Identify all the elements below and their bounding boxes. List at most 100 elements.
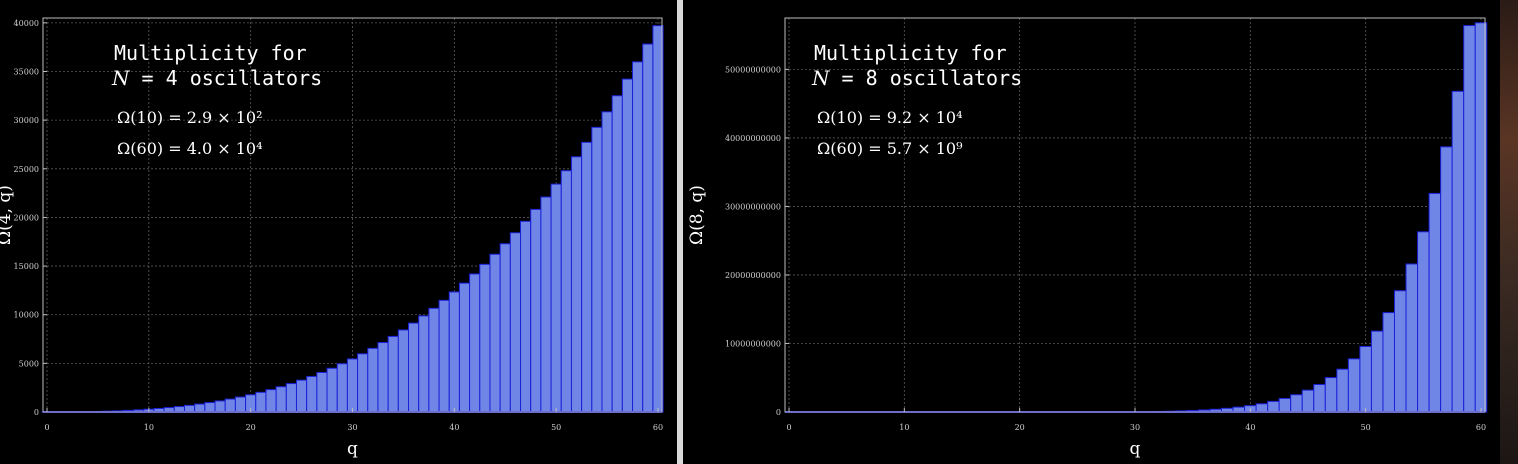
bar [570, 156, 583, 413]
bar [1463, 25, 1476, 413]
x-tick-label: 40 [1245, 423, 1255, 432]
bar [408, 322, 420, 413]
bar [479, 263, 491, 413]
x-tick-label: 60 [1476, 423, 1486, 432]
bar [1394, 290, 1407, 413]
bar [1347, 358, 1361, 413]
bar [540, 196, 552, 413]
x-tick-label: 0 [44, 423, 49, 432]
bar [397, 329, 410, 413]
bar [458, 282, 471, 413]
background-edge [1500, 0, 1518, 464]
y-tick-label: 30000000000 [725, 202, 781, 211]
bar [621, 78, 634, 413]
x-tick-label: 30 [347, 423, 357, 432]
bar [530, 208, 542, 413]
bar [387, 335, 399, 413]
annotation-n: N = 8 oscillators [811, 66, 1022, 90]
bar [1440, 146, 1453, 413]
x-tick-label: 20 [1015, 423, 1025, 432]
bar [1278, 397, 1292, 413]
bar [520, 220, 532, 413]
bar [357, 353, 369, 413]
bar [255, 391, 267, 413]
bar [234, 396, 247, 413]
y-tick-label: 0 [776, 408, 781, 417]
annotation-title: Multiplicity for [114, 41, 307, 65]
bar [1255, 403, 1269, 413]
chart-omega-n8: 0 10 20 30 40 50 60 0 10000000000 20000000000 3000… [687, 17, 1488, 459]
bar [601, 111, 613, 413]
y-tick-label: 10000 [14, 311, 39, 320]
annotation-omega-10: Ω(10) = 2.9 × 10² [117, 108, 262, 127]
annotation-title: Multiplicity for [814, 41, 1007, 65]
bar [306, 375, 318, 413]
bar [1382, 312, 1396, 413]
bar [224, 398, 236, 413]
bar [438, 299, 450, 413]
bar [204, 402, 216, 413]
bar [326, 367, 338, 413]
bar [1290, 394, 1303, 413]
x-axis-label: q [1130, 439, 1141, 459]
x-tick-label: 40 [449, 423, 459, 432]
bar [560, 170, 572, 413]
annotation-omega-60: Ω(60) = 5.7 × 10⁹ [817, 139, 963, 158]
annotation-n: N = 4 oscillators [111, 66, 322, 90]
bar [336, 363, 348, 413]
x-tick-label: 50 [551, 423, 561, 432]
bar [642, 43, 654, 413]
y-tick-label: 35000 [14, 68, 39, 77]
bar [316, 372, 328, 413]
bar [489, 253, 501, 413]
x-axis-label: q [347, 439, 358, 459]
bar [611, 95, 623, 413]
bar [1405, 263, 1419, 413]
annotation-n-rest: = 8 oscillators [830, 66, 1023, 90]
bar [295, 379, 308, 413]
y-tick-label: 20000 [14, 213, 39, 222]
y-tick-label: 5000 [19, 359, 39, 368]
bar [367, 347, 379, 413]
y-tick-label: 15000 [14, 262, 39, 271]
y-tick-label: 10000000000 [725, 339, 781, 348]
y-tick-label: 40000 [14, 19, 39, 28]
bar [265, 389, 277, 413]
bar [418, 315, 430, 413]
y-axis-label: Ω(8, q) [687, 185, 707, 245]
bar [1428, 192, 1442, 413]
y-axis-label: Ω(4, q) [0, 185, 15, 245]
bar [1451, 90, 1465, 413]
bar [448, 291, 460, 413]
bar [194, 403, 206, 413]
bar [1359, 345, 1372, 413]
bar [1336, 368, 1349, 413]
x-tick-label: 30 [1130, 423, 1140, 432]
bar [275, 386, 287, 413]
y-tick-label: 40000000000 [725, 134, 781, 143]
chart-omega-n4: 0 10 20 30 40 50 60 0 5000 10000 15000 20000 25000 30… [0, 17, 664, 459]
x-tick-label: 50 [1361, 423, 1371, 432]
x-tick-label: 10 [144, 423, 154, 432]
bar [285, 383, 297, 413]
bar [377, 342, 389, 413]
annotation-omega-60: Ω(60) = 4.0 × 10⁴ [117, 139, 262, 158]
bar [469, 273, 481, 413]
annotation-n-rest: = 4 oscillators [130, 66, 323, 90]
x-tick-label: 20 [246, 423, 256, 432]
y-tick-label: 50000000000 [725, 65, 781, 74]
bar [1267, 400, 1280, 413]
annotation-omega-10: Ω(10) = 9.2 × 10⁴ [817, 108, 962, 127]
bar [632, 61, 644, 413]
x-tick-label: 0 [786, 423, 791, 432]
bar [428, 307, 440, 413]
bar [581, 141, 593, 413]
bar [1313, 384, 1326, 413]
x-tick-label: 60 [653, 423, 663, 432]
x-tick-label: 10 [899, 423, 909, 432]
bar [1301, 389, 1315, 413]
y-tick-label: 25000 [14, 165, 39, 174]
y-tick-label: 0 [34, 408, 39, 417]
bar [214, 400, 226, 413]
bar [1417, 231, 1430, 413]
